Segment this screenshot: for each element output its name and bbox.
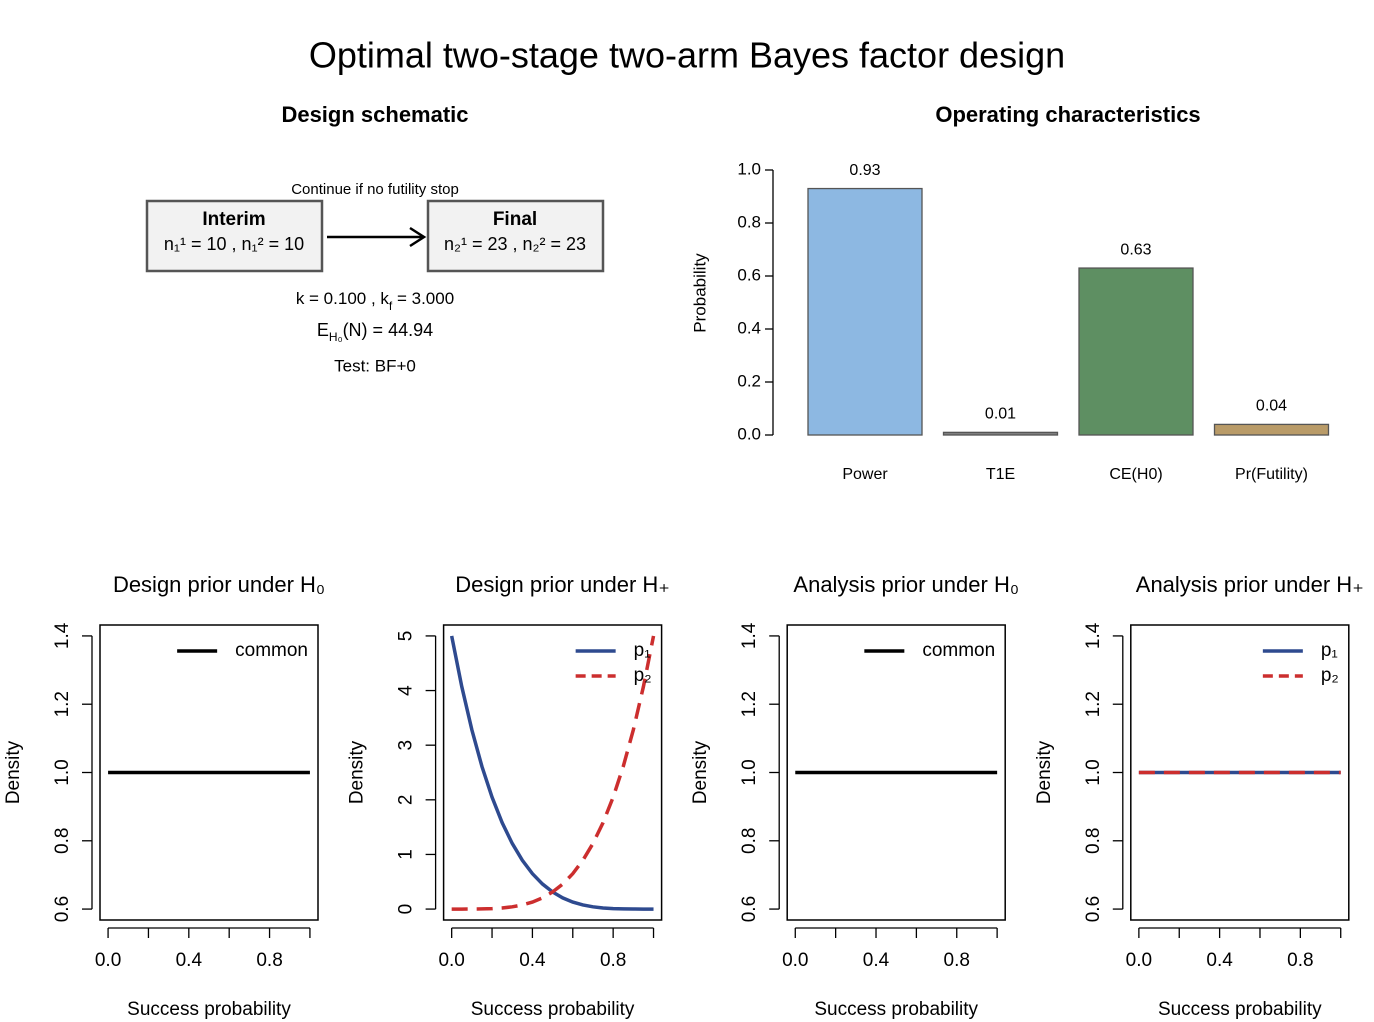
x-tick-label: 0.0	[1126, 950, 1152, 971]
panel-title: Analysis prior under H₀	[793, 572, 1019, 597]
x-tick-label: Power	[842, 466, 888, 483]
data-line	[449, 635, 654, 911]
x-tick-label: 0.4	[1206, 950, 1233, 971]
bar	[1213, 423, 1330, 436]
final-n: n₂¹ = 23 , n₂² = 23	[444, 234, 586, 254]
legend-label: p₂	[634, 665, 652, 686]
y-tick-label: 0.6	[737, 265, 761, 284]
plot-box	[442, 624, 663, 921]
x-tick-label: 0.4	[863, 950, 890, 971]
interim-n: n₁¹ = 10 , n₁² = 10	[164, 234, 304, 254]
panel-title: Design prior under H₀	[113, 572, 325, 597]
value-label: 0.93	[849, 162, 880, 179]
legend-label: common	[922, 640, 995, 661]
x-tick-label: Pr(Futility)	[1235, 466, 1308, 483]
x-tick-label: 0.0	[438, 950, 464, 971]
y-tick-label: 0.0	[737, 424, 761, 443]
y-axis-label: Density	[690, 740, 711, 804]
y-tick-label: 1.0	[52, 759, 73, 785]
panel-title: Design prior under H₊	[455, 572, 670, 597]
x-tick-label: 0.0	[95, 950, 121, 971]
y-tick-label: 5	[396, 631, 417, 642]
y-tick-label: 0	[396, 904, 417, 915]
legend-label: common	[235, 640, 308, 661]
y-tick-label: 1.2	[52, 691, 73, 717]
interim-label: Interim	[202, 209, 265, 230]
x-axis-label: Success probability	[1158, 999, 1322, 1020]
y-tick-label: 0.8	[739, 828, 760, 854]
y-tick-label: 1.0	[739, 759, 760, 785]
y-tick-label: 2	[396, 795, 417, 806]
arrow-head	[409, 226, 427, 248]
y-tick-label: 1.4	[1083, 622, 1104, 649]
plot-box	[99, 624, 319, 921]
x-tick-label: 0.4	[176, 950, 203, 971]
y-tick-label: 0.8	[1083, 828, 1104, 854]
x-axis-label: Success probability	[471, 999, 635, 1020]
final-label: Final	[493, 209, 537, 230]
y-tick-label: 0.6	[739, 896, 760, 922]
arrow-label: Continue if no futility stop	[291, 181, 459, 198]
panel-title: Analysis prior under H₊	[1136, 572, 1364, 597]
interim-box	[145, 199, 324, 273]
y-tick-label: 0.6	[1083, 896, 1104, 922]
y-tick-label: 1.4	[739, 622, 760, 649]
main-title: Optimal two-stage two-arm Bayes factor d…	[309, 35, 1065, 76]
y-tick-label: 3	[396, 740, 417, 751]
y-tick-label: 4	[396, 685, 417, 696]
bar	[807, 187, 923, 436]
subscript: H₀	[329, 330, 343, 344]
bar	[1078, 267, 1194, 436]
y-tick-label: 1.4	[52, 622, 73, 649]
x-tick-label: 0.8	[600, 950, 626, 971]
legend-label: p₂	[1321, 665, 1339, 686]
legend-label: p₁	[1321, 640, 1338, 661]
y-tick-label: 1.2	[739, 691, 760, 717]
value-label: 0.01	[985, 406, 1016, 423]
test-label: Test: BF+0	[334, 356, 416, 375]
y-tick-label: 0.6	[52, 896, 73, 922]
value-label: 0.63	[1120, 241, 1151, 258]
plot-box	[786, 624, 1006, 921]
y-tick-label: 0.4	[737, 318, 761, 337]
final-box	[426, 199, 605, 273]
x-axis-label: Success probability	[814, 999, 978, 1020]
y-tick-label: 1.2	[1083, 691, 1104, 717]
subscript: f	[389, 299, 393, 313]
value-label: 0.04	[1256, 398, 1287, 415]
x-tick-label: 0.8	[1287, 950, 1313, 971]
text-part: = 3.000	[392, 289, 454, 308]
legend-label: p₁	[634, 640, 651, 661]
text-part: (N) = 44.94	[343, 320, 434, 340]
y-axis-label: Probability	[690, 253, 709, 333]
y-axis-label: Density	[3, 740, 24, 804]
x-tick-label: 0.0	[782, 950, 808, 971]
text-part: k = 0.100 , k	[296, 289, 390, 308]
x-tick-label: T1E	[986, 466, 1015, 483]
x-tick-label: 0.8	[944, 950, 970, 971]
x-axis-label: Success probability	[127, 999, 291, 1020]
k-line: k = 0.100 , kf = 3.000	[296, 289, 454, 313]
schematic-title: Design schematic	[281, 102, 468, 127]
y-tick-label: 1	[396, 849, 417, 860]
expected-n: EH₀(N) = 44.94	[317, 320, 433, 344]
y-tick-label: 1.0	[1083, 759, 1104, 785]
y-tick-label: 0.8	[737, 212, 761, 231]
x-tick-label: 0.8	[256, 950, 282, 971]
y-tick-label: 1.0	[737, 159, 761, 178]
y-tick-label: 0.2	[737, 371, 761, 390]
data-line	[451, 635, 656, 911]
y-axis-label: Density	[347, 740, 368, 804]
text-part: E	[317, 320, 329, 340]
y-axis-label: Density	[1034, 740, 1055, 804]
x-tick-label: CE(H0)	[1109, 466, 1162, 483]
plot-box	[1130, 624, 1350, 921]
x-tick-label: 0.4	[519, 950, 546, 971]
chart-title: Operating characteristics	[935, 102, 1200, 127]
y-tick-label: 0.8	[52, 828, 73, 854]
bar	[942, 431, 1059, 436]
